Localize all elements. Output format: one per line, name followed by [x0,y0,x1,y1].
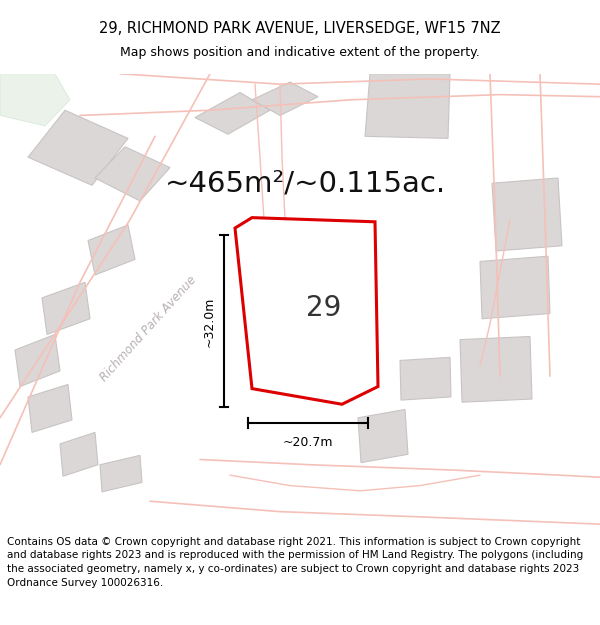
Text: 29: 29 [306,294,341,322]
Polygon shape [365,74,450,138]
Polygon shape [480,256,550,319]
Polygon shape [492,178,562,251]
Polygon shape [15,334,60,386]
Text: Richmond Park Avenue: Richmond Park Avenue [97,274,199,384]
Text: 29, RICHMOND PARK AVENUE, LIVERSEDGE, WF15 7NZ: 29, RICHMOND PARK AVENUE, LIVERSEDGE, WF… [99,21,501,36]
Text: Map shows position and indicative extent of the property.: Map shows position and indicative extent… [120,46,480,59]
Polygon shape [0,74,70,126]
Polygon shape [235,217,378,404]
Polygon shape [310,270,362,321]
Polygon shape [28,110,128,185]
Polygon shape [42,282,90,334]
Polygon shape [100,456,142,492]
Text: ~32.0m: ~32.0m [203,296,216,346]
Polygon shape [358,409,408,462]
Text: Contains OS data © Crown copyright and database right 2021. This information is : Contains OS data © Crown copyright and d… [7,537,583,588]
Polygon shape [28,384,72,432]
Polygon shape [400,357,451,400]
Polygon shape [95,147,170,201]
Text: ~20.7m: ~20.7m [283,436,333,449]
Polygon shape [60,432,98,476]
Polygon shape [88,225,135,275]
Polygon shape [460,336,532,402]
Text: ~465m²/~0.115ac.: ~465m²/~0.115ac. [164,169,446,198]
Polygon shape [252,82,318,116]
Polygon shape [195,92,270,134]
